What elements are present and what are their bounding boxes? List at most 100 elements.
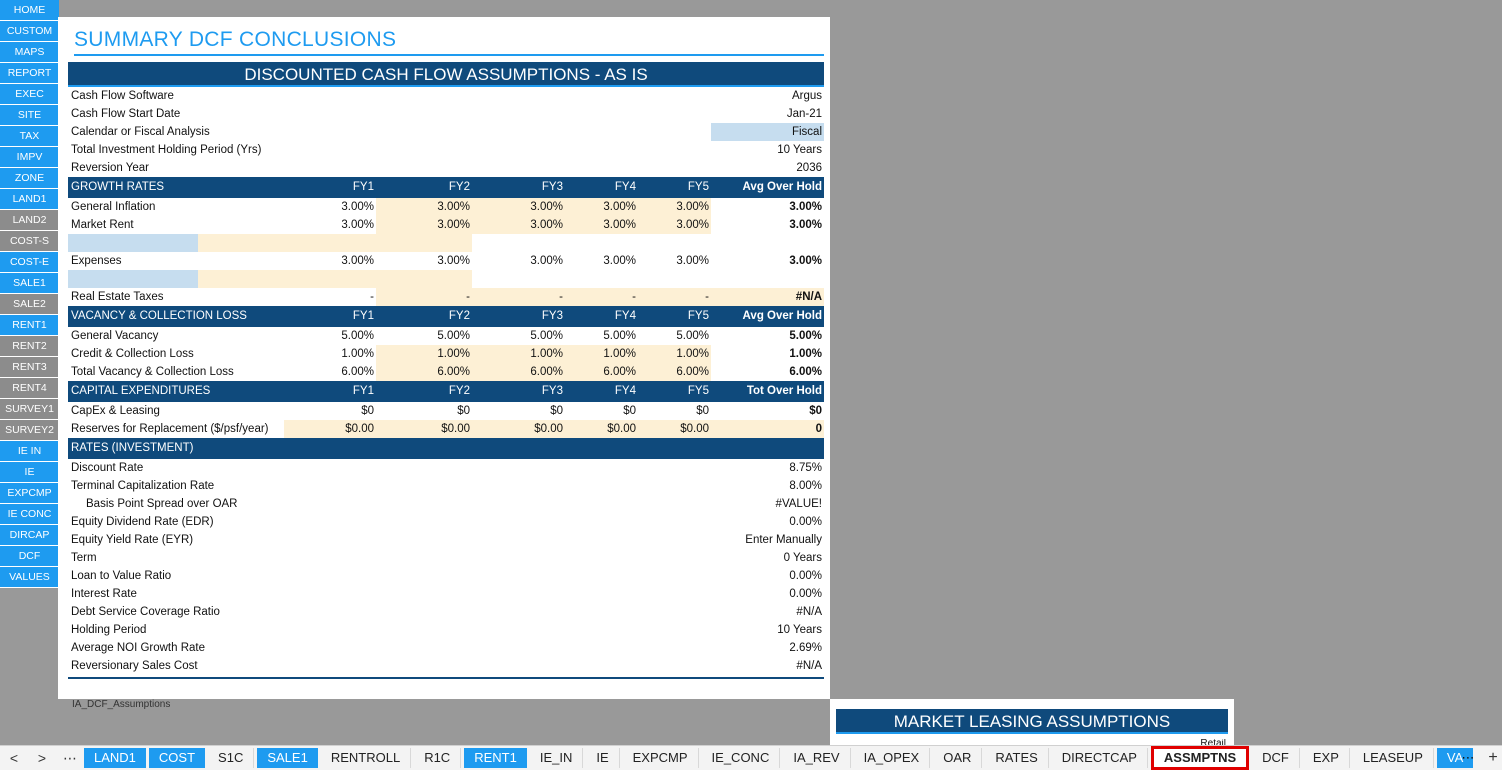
value-cell[interactable]: 1.00%	[376, 345, 472, 363]
input-cell[interactable]	[198, 270, 376, 288]
input-cell[interactable]	[376, 270, 472, 288]
nav-button-values[interactable]: VALUES	[0, 567, 60, 588]
value-cell[interactable]: 1.00%	[472, 345, 565, 363]
nav-button-land1[interactable]: LAND1	[0, 189, 60, 210]
input-cell[interactable]	[198, 234, 376, 252]
value-cell[interactable]: $0	[623, 405, 636, 417]
value-cell[interactable]: 3.00%	[603, 255, 636, 267]
nav-button-maps[interactable]: MAPS	[0, 42, 60, 63]
tab-cost[interactable]: COST	[148, 748, 206, 768]
total-cell[interactable]: 6.00%	[789, 366, 822, 378]
value-cell[interactable]: 10 Years	[777, 624, 822, 636]
total-cell[interactable]: 5.00%	[789, 330, 822, 342]
value-cell[interactable]: 6.00%	[376, 363, 472, 381]
tab-rates[interactable]: RATES	[985, 748, 1049, 768]
value-cell[interactable]: 3.00%	[341, 201, 374, 213]
nav-button-report[interactable]: REPORT	[0, 63, 60, 84]
value-cell[interactable]: 8.75%	[789, 462, 822, 474]
tab-ie[interactable]: IE	[586, 748, 620, 768]
value-cell[interactable]: Argus	[791, 90, 822, 102]
nav-button-exec[interactable]: EXEC	[0, 84, 60, 105]
tab-va[interactable]: VA	[1436, 748, 1474, 768]
tab-sale1[interactable]: SALE1	[257, 748, 318, 768]
tab-oar[interactable]: OAR	[933, 748, 983, 768]
value-cell[interactable]: 10 Years	[777, 144, 822, 156]
value-cell[interactable]: 0.00%	[789, 516, 822, 528]
value-cell[interactable]: 6.00%	[341, 366, 374, 378]
nav-button-ie-in[interactable]: IE IN	[0, 441, 60, 462]
value-cell[interactable]: 3.00%	[638, 216, 711, 234]
tab-land1[interactable]: LAND1	[84, 748, 146, 768]
value-cell[interactable]: 0 Years	[783, 552, 822, 564]
value-cell[interactable]: Fiscal	[711, 123, 824, 141]
nav-button-zone[interactable]: ZONE	[0, 168, 60, 189]
value-cell[interactable]: $0.00	[638, 420, 711, 438]
tab-ie-conc[interactable]: IE_CONC	[702, 748, 781, 768]
value-cell[interactable]: 5.00%	[676, 330, 709, 342]
value-cell[interactable]: 2036	[796, 162, 822, 174]
value-cell[interactable]: 3.00%	[341, 255, 374, 267]
value-cell[interactable]: -	[472, 288, 565, 306]
nav-button-cost-s[interactable]: COST-S	[0, 231, 60, 252]
value-cell[interactable]: -	[370, 291, 374, 303]
tab-exp[interactable]: EXP	[1303, 748, 1350, 768]
scroll-tabs-right-icon[interactable]: >	[37, 750, 47, 766]
value-cell[interactable]: 5.00%	[437, 330, 470, 342]
input-cell[interactable]	[68, 270, 198, 288]
value-cell[interactable]: 1.00%	[565, 345, 638, 363]
value-cell[interactable]: 5.00%	[603, 330, 636, 342]
value-cell[interactable]: -	[376, 288, 472, 306]
value-cell[interactable]: 3.00%	[437, 255, 470, 267]
value-cell[interactable]: 2.69%	[789, 642, 822, 654]
nav-button-land2[interactable]: LAND2	[0, 210, 60, 231]
value-cell[interactable]: 5.00%	[530, 330, 563, 342]
value-cell[interactable]: 3.00%	[638, 198, 711, 216]
nav-button-cost-e[interactable]: COST-E	[0, 252, 60, 273]
nav-button-expcmp[interactable]: EXPCMP	[0, 483, 60, 504]
value-cell[interactable]: 8.00%	[789, 480, 822, 492]
value-cell[interactable]: $0	[550, 405, 563, 417]
nav-button-dcf[interactable]: DCF	[0, 546, 60, 567]
nav-button-impv[interactable]: IMPV	[0, 147, 60, 168]
tab-ia-opex[interactable]: IA_OPEX	[854, 748, 931, 768]
value-cell[interactable]: 6.00%	[565, 363, 638, 381]
add-sheet-icon[interactable]: +	[1488, 749, 1498, 766]
tab-expcmp[interactable]: EXPCMP	[623, 748, 699, 768]
value-cell[interactable]: 5.00%	[341, 330, 374, 342]
nav-button-rent4[interactable]: RENT4	[0, 378, 60, 399]
total-cell[interactable]: 3.00%	[789, 201, 822, 213]
tab-directcap[interactable]: DIRECTCAP	[1052, 748, 1148, 768]
scroll-tabs-left-icon[interactable]: <	[9, 750, 19, 766]
nav-button-survey1[interactable]: SURVEY1	[0, 399, 60, 420]
more-tabs-left-icon[interactable]: ⋯	[63, 749, 77, 766]
total-cell[interactable]: 1.00%	[789, 348, 822, 360]
value-cell[interactable]: 6.00%	[472, 363, 565, 381]
tab-dcf[interactable]: DCF	[1252, 748, 1300, 768]
nav-button-sale1[interactable]: SALE1	[0, 273, 60, 294]
total-cell[interactable]: 3.00%	[789, 255, 822, 267]
input-cell[interactable]	[376, 234, 472, 252]
value-cell[interactable]: 0.00%	[789, 588, 822, 600]
value-cell[interactable]: $0.00	[472, 420, 565, 438]
value-cell[interactable]: #VALUE!	[775, 498, 822, 510]
tab-leaseup[interactable]: LEASEUP	[1353, 748, 1434, 768]
value-cell[interactable]: $0.00	[565, 420, 638, 438]
nav-button-sale2[interactable]: SALE2	[0, 294, 60, 315]
value-cell[interactable]: -	[565, 288, 638, 306]
total-cell[interactable]: 0	[711, 420, 824, 438]
value-cell[interactable]: -	[638, 288, 711, 306]
nav-button-home[interactable]: HOME	[0, 0, 60, 21]
nav-button-ie-conc[interactable]: IE CONC	[0, 504, 60, 525]
value-cell[interactable]: 3.00%	[376, 216, 472, 234]
value-cell[interactable]: $0	[457, 405, 470, 417]
value-cell[interactable]: 3.00%	[565, 216, 638, 234]
value-cell[interactable]: 1.00%	[341, 348, 374, 360]
value-cell[interactable]: $0.00	[376, 420, 472, 438]
value-cell[interactable]: $0.00	[284, 420, 376, 438]
tab-ia-rev[interactable]: IA_REV	[783, 748, 851, 768]
value-cell[interactable]: Jan-21	[786, 108, 822, 120]
value-cell[interactable]: 3.00%	[530, 255, 563, 267]
nav-button-rent1[interactable]: RENT1	[0, 315, 60, 336]
nav-button-survey2[interactable]: SURVEY2	[0, 420, 60, 441]
nav-button-dircap[interactable]: DIRCAP	[0, 525, 60, 546]
